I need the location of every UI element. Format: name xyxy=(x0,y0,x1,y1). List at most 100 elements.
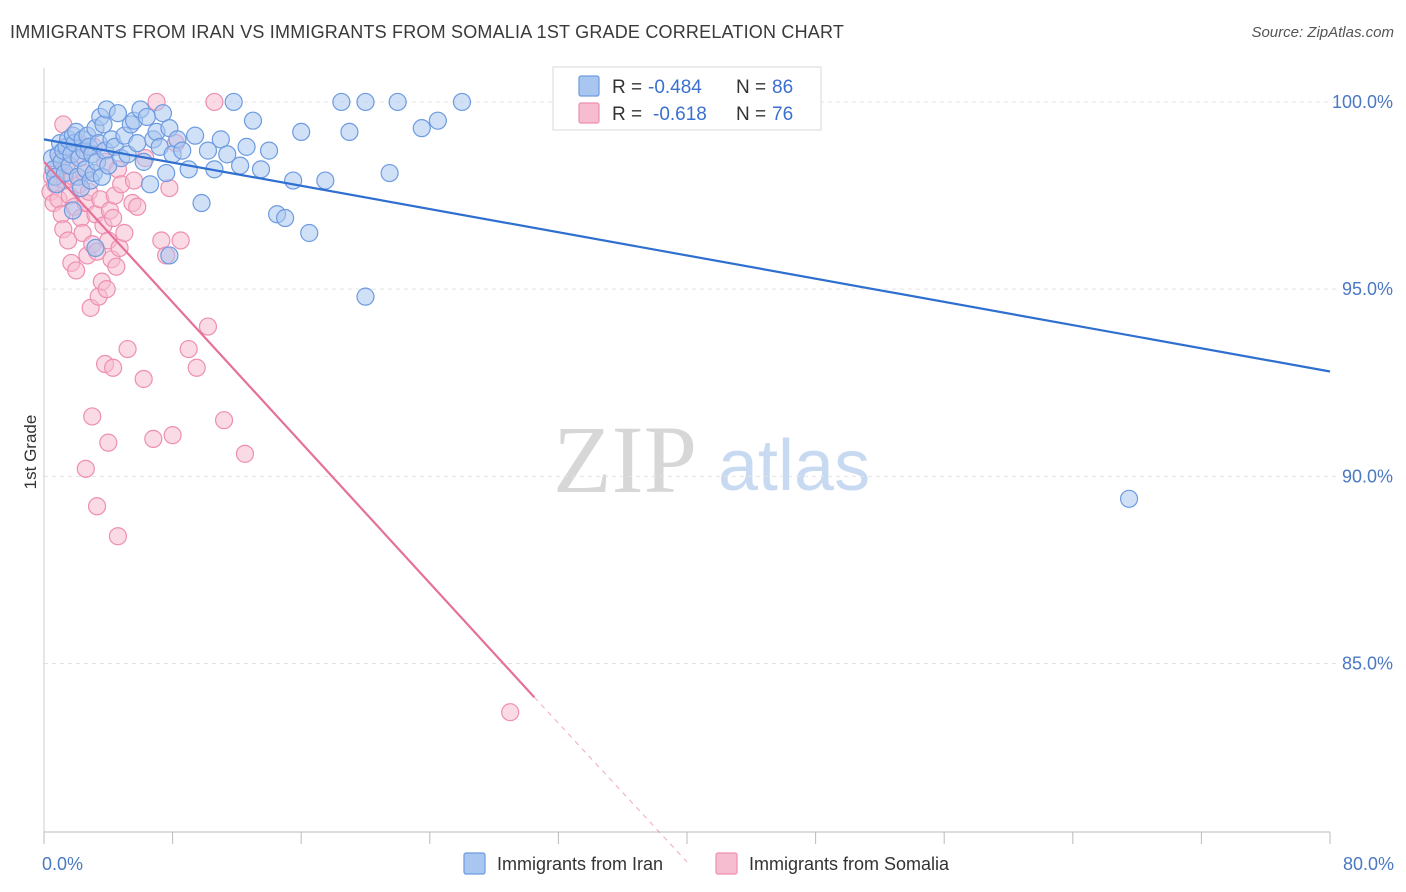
iran-point xyxy=(412,119,431,138)
watermark-atlas: atlas xyxy=(718,426,870,506)
legend-somalia-r-value: -0.618 xyxy=(653,104,707,125)
somalia-point xyxy=(134,369,153,389)
iran-point xyxy=(108,104,128,123)
iran-point xyxy=(259,141,279,160)
iran-point xyxy=(231,156,250,175)
somalia-point xyxy=(115,223,134,243)
watermark-zip: ZIP xyxy=(553,406,697,513)
somalia-point xyxy=(144,429,163,448)
somalia-point xyxy=(97,280,116,299)
somalia-point xyxy=(76,459,95,478)
iran-point xyxy=(1119,489,1139,508)
y-tick-label: 95.0% xyxy=(1342,279,1393,299)
somalia-point xyxy=(163,426,182,445)
source-label: Source: ZipAtlas.com xyxy=(1251,24,1394,41)
iran-point xyxy=(300,223,319,243)
somalia-point xyxy=(118,339,137,359)
iran-point xyxy=(356,92,375,112)
somalia-point xyxy=(205,92,224,112)
y-tick-labels: 100.0% 95.0% 90.0% 85.0% xyxy=(1332,92,1393,674)
iran-point xyxy=(192,193,211,213)
somalia-point xyxy=(179,339,198,359)
somalia-point xyxy=(99,433,118,452)
somalia-point xyxy=(124,171,144,190)
chart-title: IMMIGRANTS FROM IRAN VS IMMIGRANTS FROM … xyxy=(10,22,845,42)
legend-somalia-n-label: N = xyxy=(736,104,766,125)
grid-lines xyxy=(44,101,1338,665)
somalia-points xyxy=(41,92,520,722)
somalia-point xyxy=(128,197,147,216)
trend-lines xyxy=(43,138,1331,863)
somalia-point xyxy=(87,497,107,516)
iran-point xyxy=(380,163,399,183)
watermark: ZIP atlas xyxy=(553,406,870,513)
iran-point xyxy=(243,111,263,130)
somalia-point xyxy=(198,317,218,336)
x-tick-label: 0.0% xyxy=(42,854,83,874)
iran-point xyxy=(140,175,160,194)
somalia-point xyxy=(83,407,102,426)
legend-iran-swatch xyxy=(578,75,600,97)
legend-somalia-r-label: R = xyxy=(612,104,642,125)
somalia-point xyxy=(59,231,78,250)
bottom-legend: Immigrants from Iran Immigrants from Som… xyxy=(463,852,950,875)
bottom-legend-iran-swatch xyxy=(463,852,486,875)
iran-point xyxy=(186,126,205,145)
somalia-point xyxy=(107,257,126,276)
y-tick-label: 85.0% xyxy=(1342,654,1393,674)
iran-point xyxy=(276,208,295,228)
somalia-point xyxy=(108,527,128,546)
somalia-point xyxy=(235,444,255,463)
somalia-point xyxy=(214,411,234,430)
iran-point xyxy=(224,92,243,112)
iran-point xyxy=(218,145,237,164)
somalia-trend-line xyxy=(43,161,536,698)
iran-point xyxy=(153,104,173,123)
iran-point xyxy=(137,107,156,127)
iran-point xyxy=(173,141,192,160)
iran-point xyxy=(356,287,375,306)
iran-point xyxy=(128,134,147,153)
iran-point xyxy=(316,171,335,190)
legend-iran-r-value: -0.484 xyxy=(648,77,702,98)
somalia-point xyxy=(501,703,520,722)
iran-point xyxy=(157,163,176,183)
bottom-legend-somalia-label: Immigrants from Somalia xyxy=(749,854,950,874)
somalia-point xyxy=(160,178,179,198)
legend-iran-n-value: 86 xyxy=(772,77,793,98)
legend-iran-n-label: N = xyxy=(736,77,766,98)
x-tick-labels: 0.0% 80.0% xyxy=(42,854,1394,874)
x-tick-label: 80.0% xyxy=(1343,854,1394,874)
iran-point xyxy=(292,122,311,142)
iran-point xyxy=(452,92,472,112)
somalia-point xyxy=(104,358,123,377)
iran-point xyxy=(63,201,83,220)
somalia-point xyxy=(171,231,190,250)
iran-point xyxy=(340,122,359,142)
y-tick-label: 100.0% xyxy=(1332,92,1393,112)
somalia-trend-extension xyxy=(533,696,688,863)
iran-point xyxy=(160,246,179,265)
y-axis-label: 1st Grade xyxy=(21,415,40,490)
somalia-point xyxy=(187,358,206,377)
somalia-point xyxy=(104,208,123,228)
iran-point xyxy=(251,160,271,179)
iran-point xyxy=(388,92,407,112)
somalia-point xyxy=(67,261,86,280)
iran-point xyxy=(94,115,113,134)
iran-point xyxy=(198,141,218,160)
iran-points xyxy=(42,92,1139,508)
bottom-legend-iran-label: Immigrants from Iran xyxy=(497,854,663,874)
iran-point xyxy=(237,137,256,156)
legend-box: R = -0.484 N = 86 R = -0.618 N = 76 xyxy=(552,66,822,131)
iran-trend-line xyxy=(43,138,1331,373)
iran-point xyxy=(428,111,447,130)
iran-point xyxy=(86,238,105,258)
bottom-legend-somalia-swatch xyxy=(715,852,738,875)
legend-iran-r-label: R = xyxy=(612,77,642,98)
y-tick-label: 90.0% xyxy=(1342,466,1393,486)
iran-point xyxy=(332,92,351,112)
legend-somalia-n-value: 76 xyxy=(772,104,793,125)
legend-somalia-swatch xyxy=(578,102,600,124)
